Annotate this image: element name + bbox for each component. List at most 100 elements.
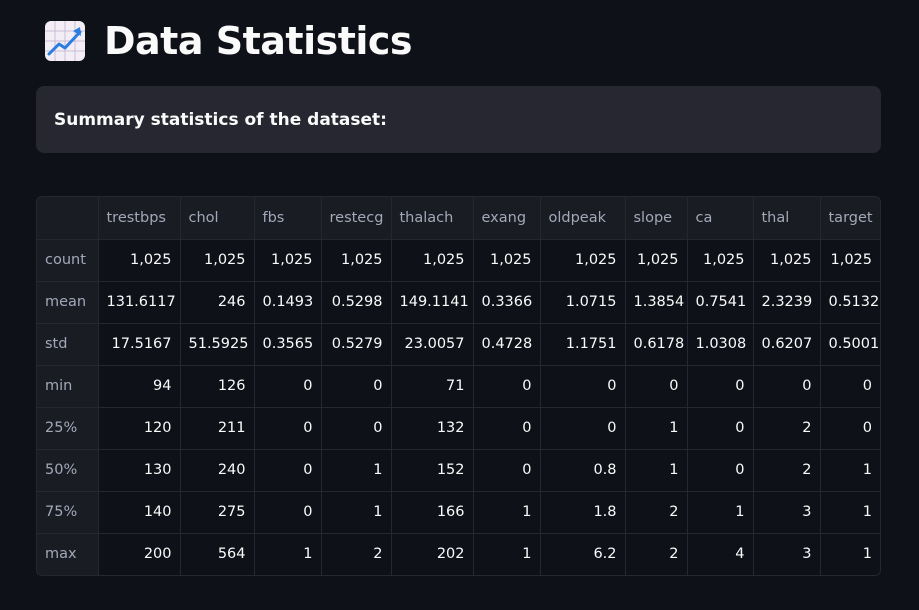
table-cell[interactable]: 0 xyxy=(473,365,541,408)
table-cell[interactable]: 0 xyxy=(820,365,880,408)
table-cell[interactable]: 149.1141 xyxy=(391,281,474,324)
column-header-index[interactable] xyxy=(37,197,99,240)
table-cell[interactable]: 131.6117 xyxy=(98,281,181,324)
table-cell[interactable]: 0.8 xyxy=(540,449,626,492)
table-cell[interactable]: 0.6178 xyxy=(625,323,688,366)
table-cell[interactable]: 1 xyxy=(687,491,754,534)
table-cell[interactable]: 4 xyxy=(687,533,754,575)
table-cell[interactable]: 246 xyxy=(180,281,255,324)
table-cell[interactable]: 0 xyxy=(254,365,322,408)
table-cell[interactable]: 6.2 xyxy=(540,533,626,575)
table-cell[interactable]: 1 xyxy=(820,491,880,534)
table-cell[interactable]: 2 xyxy=(753,407,821,450)
table-cell[interactable]: 1,025 xyxy=(321,239,392,282)
table-cell[interactable]: 152 xyxy=(391,449,474,492)
table-cell[interactable]: 140 xyxy=(98,491,181,534)
table-cell[interactable]: 202 xyxy=(391,533,474,575)
table-cell[interactable]: 1,025 xyxy=(687,239,754,282)
table-cell[interactable]: 1 xyxy=(625,407,688,450)
table-cell[interactable]: 0 xyxy=(625,365,688,408)
table-cell[interactable]: 240 xyxy=(180,449,255,492)
table-cell[interactable]: 1,025 xyxy=(98,239,181,282)
table-cell[interactable]: 2 xyxy=(753,449,821,492)
table-cell[interactable]: 1 xyxy=(321,449,392,492)
table-cell[interactable]: 0.5298 xyxy=(321,281,392,324)
table-cell[interactable]: 0 xyxy=(540,407,626,450)
table-cell[interactable]: 120 xyxy=(98,407,181,450)
table-cell[interactable]: 0 xyxy=(820,407,880,450)
table-cell[interactable]: 1 xyxy=(254,533,322,575)
table-cell[interactable]: 1 xyxy=(625,449,688,492)
table-cell[interactable]: 166 xyxy=(391,491,474,534)
table-cell[interactable]: 23.0057 xyxy=(391,323,474,366)
column-header[interactable]: trestbps xyxy=(98,197,181,240)
table-cell[interactable]: 1.1751 xyxy=(540,323,626,366)
table-cell[interactable]: 564 xyxy=(180,533,255,575)
table-cell[interactable]: 0 xyxy=(540,365,626,408)
table-cell[interactable]: 94 xyxy=(98,365,181,408)
table-cell[interactable]: 0.1493 xyxy=(254,281,322,324)
table-cell[interactable]: 275 xyxy=(180,491,255,534)
table-cell[interactable]: 0.4728 xyxy=(473,323,541,366)
table-cell[interactable]: 130 xyxy=(98,449,181,492)
table-cell[interactable]: 0.6207 xyxy=(753,323,821,366)
table-cell[interactable]: 0 xyxy=(321,365,392,408)
table-cell[interactable]: 1.8 xyxy=(540,491,626,534)
row-index-label[interactable]: max xyxy=(37,533,99,575)
table-cell[interactable]: 1,025 xyxy=(473,239,541,282)
table-cell[interactable]: 211 xyxy=(180,407,255,450)
table-cell[interactable]: 1 xyxy=(321,491,392,534)
table-cell[interactable]: 1,025 xyxy=(753,239,821,282)
row-index-label[interactable]: 75% xyxy=(37,491,99,534)
row-index-label[interactable]: 50% xyxy=(37,449,99,492)
column-header[interactable]: slope xyxy=(625,197,688,240)
table-cell[interactable]: 0 xyxy=(321,407,392,450)
table-cell[interactable]: 1 xyxy=(820,449,880,492)
table-cell[interactable]: 2 xyxy=(321,533,392,575)
table-cell[interactable]: 0.5132 xyxy=(820,281,880,324)
table-cell[interactable]: 3 xyxy=(753,491,821,534)
table-cell[interactable]: 2.3239 xyxy=(753,281,821,324)
table-cell[interactable]: 1.3854 xyxy=(625,281,688,324)
table-cell[interactable]: 1.0715 xyxy=(540,281,626,324)
table-cell[interactable]: 71 xyxy=(391,365,474,408)
table-cell[interactable]: 1 xyxy=(820,533,880,575)
table-cell[interactable]: 1,025 xyxy=(180,239,255,282)
table-cell[interactable]: 1,025 xyxy=(254,239,322,282)
table-cell[interactable]: 0 xyxy=(254,407,322,450)
table-cell[interactable]: 0.5001 xyxy=(820,323,880,366)
table-cell[interactable]: 1 xyxy=(473,533,541,575)
table-cell[interactable]: 0 xyxy=(473,407,541,450)
table-cell[interactable]: 0 xyxy=(687,407,754,450)
column-header[interactable]: target xyxy=(820,197,880,240)
column-header[interactable]: oldpeak xyxy=(540,197,626,240)
table-cell[interactable]: 17.5167 xyxy=(98,323,181,366)
table-cell[interactable]: 1,025 xyxy=(625,239,688,282)
table-cell[interactable]: 1,025 xyxy=(540,239,626,282)
table-cell[interactable]: 1,025 xyxy=(391,239,474,282)
table-cell[interactable]: 1 xyxy=(473,491,541,534)
table-cell[interactable]: 1.0308 xyxy=(687,323,754,366)
row-index-label[interactable]: min xyxy=(37,365,99,408)
table-cell[interactable]: 0 xyxy=(687,365,754,408)
column-header[interactable]: exang xyxy=(473,197,541,240)
table-cell[interactable]: 0.3565 xyxy=(254,323,322,366)
table-cell[interactable]: 0 xyxy=(753,365,821,408)
table-cell[interactable]: 132 xyxy=(391,407,474,450)
table-cell[interactable]: 0 xyxy=(254,449,322,492)
row-index-label[interactable]: 25% xyxy=(37,407,99,450)
table-cell[interactable]: 0.5279 xyxy=(321,323,392,366)
table-cell[interactable]: 0.3366 xyxy=(473,281,541,324)
table-cell[interactable]: 126 xyxy=(180,365,255,408)
table-cell[interactable]: 1,025 xyxy=(820,239,880,282)
table-cell[interactable]: 2 xyxy=(625,491,688,534)
row-index-label[interactable]: count xyxy=(37,239,99,282)
table-cell[interactable]: 0 xyxy=(687,449,754,492)
table-cell[interactable]: 0 xyxy=(473,449,541,492)
table-cell[interactable]: 200 xyxy=(98,533,181,575)
row-index-label[interactable]: std xyxy=(37,323,99,366)
column-header[interactable]: thal xyxy=(753,197,821,240)
column-header[interactable]: thalach xyxy=(391,197,474,240)
table-cell[interactable]: 0 xyxy=(254,491,322,534)
row-index-label[interactable]: mean xyxy=(37,281,99,324)
